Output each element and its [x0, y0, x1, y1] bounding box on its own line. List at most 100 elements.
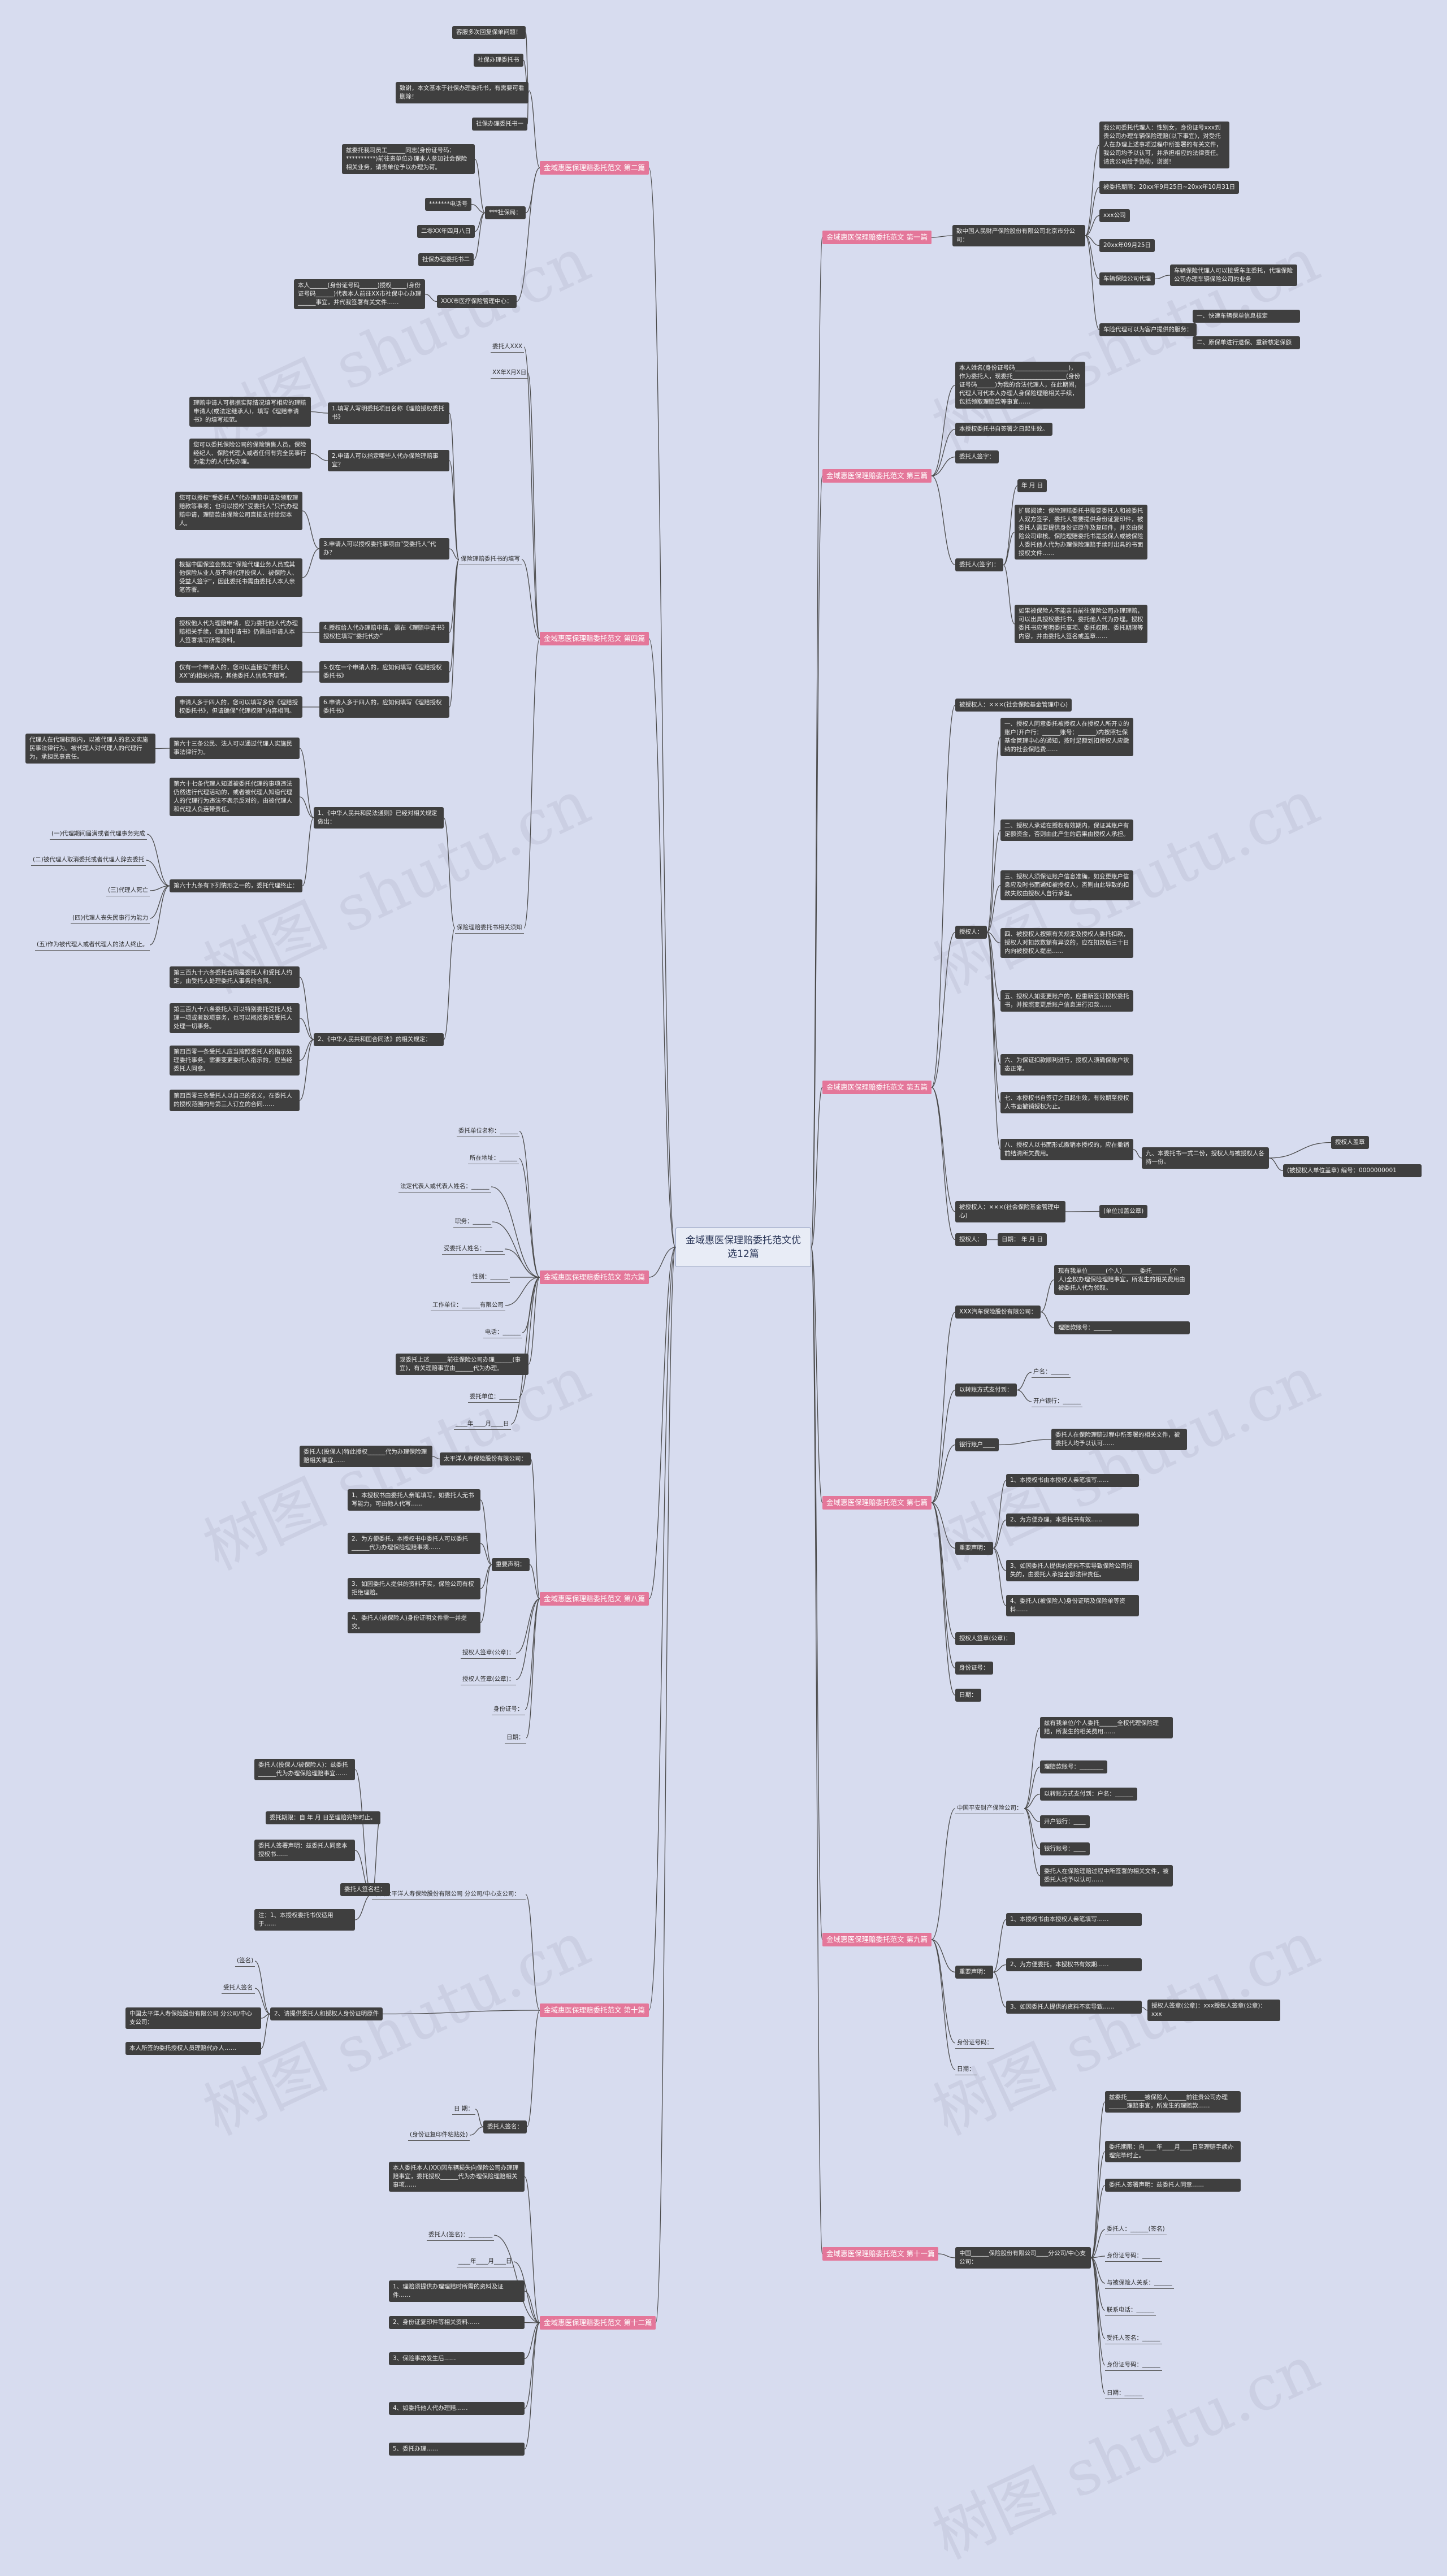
topic-node[interactable]: 户名：______ — [1032, 1367, 1071, 1378]
topic-node[interactable]: 2、《中华人民共和国合同法》的相关规定： — [314, 1033, 444, 1046]
topic-node[interactable]: 授权人盖章 — [1331, 1136, 1369, 1149]
topic-node[interactable]: 4、如委托他人代办理赔…… — [389, 2402, 525, 2415]
topic-node[interactable]: 第六十七条代理人知道被委托代理的事项违法仍然进行代理活动的，或者被代理人知道代理… — [170, 778, 300, 816]
topic-node[interactable]: 2、为方便委托，本授权书有效期…… — [1006, 1958, 1142, 1971]
topic-node[interactable]: 兹委托______被保险人______前往贵公司办理______理赔事宜，所发生… — [1105, 2091, 1241, 2113]
topic-node[interactable]: 理赔申请人可根据实际情况填写相应的理赔申请人(或法定继承人)，填写《理赔申请书》… — [189, 397, 311, 427]
topic-node[interactable]: 委托人签署声明：兹委托人同意本授权书…… — [254, 1840, 355, 1861]
topic-node[interactable]: 委托人(签字)： — [955, 558, 1004, 571]
topic-node[interactable]: 兹委托我司员工______同志(身份证号码：**********)前往贵单位办理… — [342, 144, 475, 174]
topic-node[interactable]: 授权人： — [955, 1233, 987, 1246]
topic-node[interactable]: (三)代理人死亡 — [106, 885, 150, 896]
topic-node[interactable]: 委托期限：自____年____月____日至理赔手续办理完毕时止。 — [1105, 2141, 1241, 2162]
topic-node[interactable]: 受委托人姓名：______ — [442, 1243, 505, 1255]
topic-node[interactable]: 四、被授权人按照有关规定及授权人委托扣款，授权人对扣款数额有异议的，应在扣款后三… — [1000, 928, 1133, 958]
topic-node[interactable]: 委托人签字： — [955, 450, 999, 463]
topic-node[interactable]: 扩展阅读：保险理赔委托书需要委托人和被委托人双方签字，委托人需要提供身份证复印件… — [1015, 505, 1147, 560]
topic-node[interactable]: 您可以授权“受委托人”代办理赔申请及领取理赔款等事项；也可以授权“受委托人”只代… — [175, 492, 302, 530]
topic-node[interactable]: 授权他人代为理赔申请，应为委托他人代办理赔相关手续，《理赔申请书》仍需由申请人本… — [175, 617, 302, 647]
topic-node[interactable]: 以转账方式支付到： — [955, 1384, 1017, 1397]
topic-node[interactable]: (五)作为被代理人或者代理人的法人终止。 — [35, 939, 150, 951]
root-topic[interactable]: 金域惠医保理赔委托范文优选12篇 — [675, 1228, 811, 1268]
topic-node[interactable]: 授权人签章(公章)：xxx授权人签章(公章)：xxx — [1147, 2000, 1280, 2021]
topic-node[interactable]: 致谢，本文基本于社保办理委托书，有需要可看删除！ — [396, 82, 528, 103]
branch-article-3[interactable]: 金域惠医保理赔委托范文 第三篇 — [822, 469, 932, 483]
topic-node[interactable]: 致中国人民财产保险股份有限公司北京市分公司： — [952, 225, 1085, 246]
topic-node[interactable]: 七、本授权书自签订之日起生效，有效期至授权人书面撤销授权为止。 — [1000, 1092, 1133, 1113]
topic-node[interactable]: 1.填写人写明委托项目名称《理赔授权委托书》 — [328, 402, 449, 424]
topic-node[interactable]: (签名) — [235, 1955, 255, 1967]
topic-node[interactable]: 六、为保证扣款顺利进行，授权人须确保账户状态正常。 — [1000, 1054, 1133, 1075]
topic-node[interactable]: 五、授权人如变更账户的，应重新签订授权委托书，并按照变更后账户信息进行扣款…… — [1000, 990, 1133, 1012]
topic-node[interactable]: *******电话号 — [425, 198, 472, 211]
branch-article-7[interactable]: 金域惠医保理赔委托范文 第七篇 — [822, 1496, 932, 1510]
topic-node[interactable]: 八、授权人以书面形式撤销本授权的，应在撤销前结清所欠费用。 — [1000, 1139, 1133, 1160]
topic-node[interactable]: 身份证号： — [955, 1662, 993, 1675]
topic-node[interactable]: 中国太平洋人寿保险股份有限公司 分公司/中心支公司： — [125, 2007, 261, 2029]
topic-node[interactable]: 社保办理委托书一 — [472, 118, 527, 131]
topic-node[interactable]: 1、本授权书由委托人亲笔填写，如委托人无书写能力，可由他人代写…… — [348, 1489, 480, 1511]
topic-node[interactable]: 被委托期限：20xx年9月25日~20xx年10月31日 — [1099, 181, 1240, 194]
topic-node[interactable]: 5、委托办理…… — [389, 2443, 525, 2456]
branch-article-6[interactable]: 金域惠医保理赔委托范文 第六篇 — [540, 1270, 649, 1284]
topic-node[interactable]: 工作单位：______有限公司 — [431, 1300, 505, 1311]
branch-article-8[interactable]: 金域惠医保理赔委托范文 第八篇 — [540, 1592, 649, 1606]
topic-node[interactable]: 如果被保险人不能亲自前往保险公司办理理赔，可以出具授权委托书，委托他人代为办理。… — [1015, 605, 1147, 643]
topic-node[interactable]: 本人姓名(身份证号码__________________)，作为委托人，现委托_… — [955, 362, 1085, 409]
topic-node[interactable]: 委托人(投保人)特此授权______代为办理保险理赔相关事宜…… — [300, 1446, 432, 1467]
topic-node[interactable]: 保险理赔委托书的填写 — [459, 554, 522, 565]
topic-node[interactable]: 保险理赔委托书相关须知 — [455, 922, 524, 934]
topic-node[interactable]: 受托人签名 — [222, 1983, 255, 1994]
topic-node[interactable]: 本人委托本人(XX)因车辆损失向保险公司办理理赔事宜，委托授权______代为办… — [389, 2162, 525, 2192]
topic-node[interactable]: 被授权人：×××(社会保险基金管理中心) — [955, 699, 1072, 712]
topic-node[interactable]: XX年X月X日 — [491, 367, 528, 379]
topic-node[interactable]: XXX市医疗保险管理中心： — [437, 295, 517, 308]
topic-node[interactable]: 仅有一个申请人的，您可以直接写“委托人XX”的相关内容，其他委托人信息不填写。 — [175, 661, 302, 683]
topic-node[interactable]: 性别：______ — [471, 1272, 510, 1283]
topic-node[interactable]: 2、身份证复印件等相关资料…… — [389, 2316, 525, 2329]
topic-node[interactable]: (一)代理期间届满或者代理事务完成 — [50, 829, 147, 840]
topic-node[interactable]: (单位加盖公章) — [1099, 1205, 1148, 1218]
topic-node[interactable]: 现委托上述______前往保险公司办理______(事宜)，有关理赔事宜由___… — [396, 1354, 528, 1375]
branch-article-11[interactable]: 金域惠医保理赔委托范文 第十一篇 — [822, 2247, 939, 2261]
topic-node[interactable]: 身份证号码：______ — [1105, 2250, 1162, 2262]
topic-node[interactable]: 身份证号码： — [955, 2037, 994, 2049]
topic-node[interactable]: 2.申请人可以指定哪些人代办保险理赔事宜？ — [328, 450, 449, 471]
branch-article-5[interactable]: 金域惠医保理赔委托范文 第五篇 — [822, 1081, 932, 1094]
topic-node[interactable]: 委托期限：自 年 月 日至理赔完毕时止。 — [266, 1811, 380, 1824]
topic-node[interactable]: 委托人(签名)：________ — [427, 2230, 495, 2241]
topic-node[interactable]: 1、本授权书由本授权人亲笔填写…… — [1006, 1474, 1139, 1487]
topic-node[interactable]: 一、快速车辆保单信息核定 — [1193, 310, 1300, 323]
topic-node[interactable]: 日 期： — [452, 2104, 475, 2115]
topic-node[interactable]: 银行账号：____ — [1040, 1842, 1090, 1855]
topic-node[interactable]: 委托人(投保人/被保险人)：兹委托______代为办理保险理赔事宜…… — [254, 1759, 355, 1780]
topic-node[interactable]: 根据中国保监会规定“保险代理业务人员或其他保险从业人员不得代理投保人、被保险人、… — [175, 558, 302, 597]
topic-node[interactable]: 代理人在代理权限内，以被代理人的名义实施民事法律行为。被代理人对代理人的代理行为… — [25, 734, 155, 764]
branch-article-2[interactable]: 金域惠医保理赔委托范文 第二篇 — [540, 161, 649, 175]
topic-node[interactable]: 我公司委托代理人：性别女，身份证号xxx到贵公司办理车辆保险理赔(以下事宜)，对… — [1099, 122, 1229, 168]
topic-node[interactable]: 法定代表人或代表人姓名：______ — [398, 1181, 491, 1192]
topic-node[interactable]: 被授权人：×××(社会保险基金管理中心) — [955, 1201, 1065, 1222]
topic-node[interactable]: 日期： 年 月 日 — [998, 1233, 1047, 1246]
topic-node[interactable]: 车险代理可以为客户提供的服务： — [1099, 323, 1197, 336]
topic-node[interactable]: 三、授权人须保证账户信息准确，如变更账户信息应及时书面通知被授权人，否则由此导致… — [1000, 870, 1133, 900]
topic-node[interactable]: 3.申请人可以授权委托事项由“受委托人”代办？ — [319, 538, 449, 560]
topic-node[interactable]: 以转账方式支付到：户名：______ — [1040, 1788, 1137, 1801]
topic-node[interactable]: 银行账户____ — [955, 1438, 999, 1451]
topic-node[interactable]: 第六十九条有下列情形之一的，委托代理终止： — [170, 879, 302, 892]
topic-node[interactable]: 本人所签的委托授权人员理赔代办人…… — [125, 2042, 261, 2055]
topic-node[interactable]: (被授权人单位盖章) 编号：0000000001 — [1283, 1164, 1422, 1177]
topic-node[interactable]: 20xx年09月25日 — [1099, 239, 1155, 252]
topic-node[interactable]: 4、委托人(被保险人)身份证明文件需一并提交。 — [348, 1612, 480, 1633]
topic-node[interactable]: 3、如因委托人提供的资料不实导致保险公司损失的，由委托人承担全部法律责任。 — [1006, 1560, 1139, 1581]
topic-node[interactable]: 4.授权给人代办理赔申请，需在《理赔申请书》授权栏填写“委托代办” — [319, 622, 449, 643]
branch-article-10[interactable]: 金域惠医保理赔委托范文 第十篇 — [540, 2003, 649, 2017]
topic-node[interactable]: 受托人签名：______ — [1105, 2333, 1162, 2344]
topic-node[interactable]: 社保办理委托书二 — [418, 253, 474, 266]
topic-node[interactable]: 第四百零一条受托人应当按照委托人的指示处理委托事务。需要变更委托人指示的，应当经… — [170, 1046, 300, 1075]
topic-node[interactable]: 一、授权人同意委托被授权人在授权人所开立的账户(开户行：______账号：___… — [1000, 718, 1133, 756]
topic-node[interactable]: 中国______保险股份有限公司____分公司/中心支公司： — [955, 2247, 1091, 2269]
topic-node[interactable]: 2、为方便委托，本授权书中委托人可以委托______代为办理保险理赔事项…… — [348, 1533, 480, 1554]
topic-node[interactable]: 重要声明： — [492, 1558, 530, 1571]
topic-node[interactable]: 日期： — [955, 1689, 981, 1702]
